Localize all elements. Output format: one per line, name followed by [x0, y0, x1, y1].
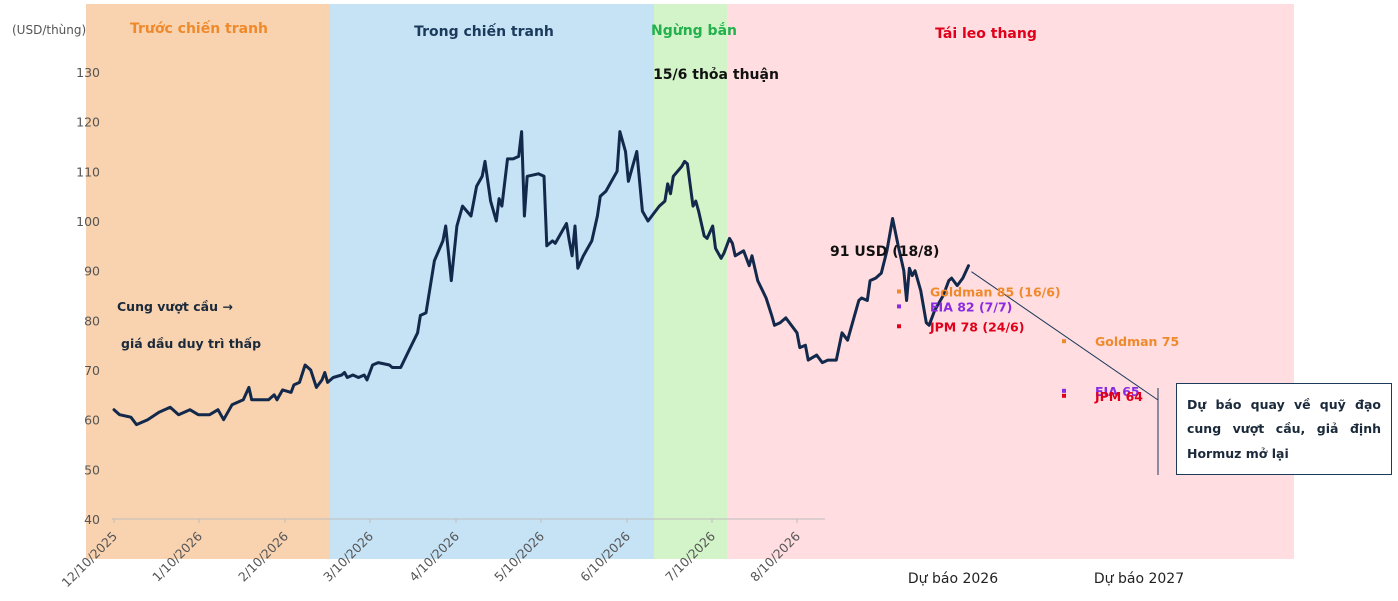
- left-note-line1: Cung vượt cầu →: [117, 299, 233, 314]
- forecast-marker: [897, 324, 901, 329]
- forecast-label: JPM 64: [1094, 389, 1143, 404]
- left-note-line2: giá dầu duy trì thấp: [121, 336, 261, 351]
- forecast-label: EIA 82 (7/7): [930, 299, 1012, 314]
- y-tick-label: 120: [76, 115, 100, 130]
- forecast-marker: [897, 289, 901, 294]
- forecast-marker: [1062, 388, 1066, 393]
- forecast-label: JPM 78 (24/6): [929, 319, 1024, 334]
- y-tick-label: 40: [84, 512, 100, 527]
- phase-label-3: Ngừng bắn: [651, 22, 737, 39]
- forecast-period-label: Dự báo 2026: [908, 571, 998, 587]
- y-tick-label: 130: [76, 65, 100, 80]
- forecast-marker: [1062, 339, 1066, 344]
- phase-band-2: [330, 4, 654, 559]
- agreement-note: 15/6 thỏa thuận: [653, 67, 779, 83]
- y-tick-label: 100: [76, 214, 100, 229]
- y-axis-label: (USD/thùng): [12, 23, 86, 37]
- y-tick-label: 90: [84, 264, 100, 279]
- forecast-label: EIA 65: [1095, 384, 1140, 399]
- y-tick-label: 110: [76, 164, 100, 179]
- phase-label-2: Trong chiến tranh: [414, 23, 554, 40]
- y-tick-label: 50: [84, 462, 100, 477]
- forecast-marker: [1062, 393, 1066, 398]
- trend-line: [971, 271, 1159, 401]
- price-series-line: [112, 130, 970, 427]
- phase-band-3: [654, 4, 727, 559]
- forecast-marker: [897, 304, 901, 309]
- phase-band-4: [727, 4, 1294, 559]
- phase-label-1: Trước chiến tranh: [130, 20, 268, 37]
- forecast-label: Goldman 75: [1095, 334, 1179, 349]
- y-tick-label: 60: [84, 413, 100, 428]
- phase-band-1: [86, 4, 330, 559]
- outlook-note-box: Dự báo quay về quỹ đạo cung vượt cầu, gi…: [1176, 383, 1392, 475]
- y-tick-label: 80: [84, 313, 100, 328]
- forecast-period-label: Dự báo 2027: [1094, 571, 1184, 587]
- forecast-label: Goldman 85 (16/6): [930, 285, 1061, 300]
- last-price-label: 91 USD (18/8): [830, 244, 939, 260]
- y-tick-label: 70: [84, 363, 100, 378]
- phase-label-4: Tái leo thang: [935, 26, 1037, 42]
